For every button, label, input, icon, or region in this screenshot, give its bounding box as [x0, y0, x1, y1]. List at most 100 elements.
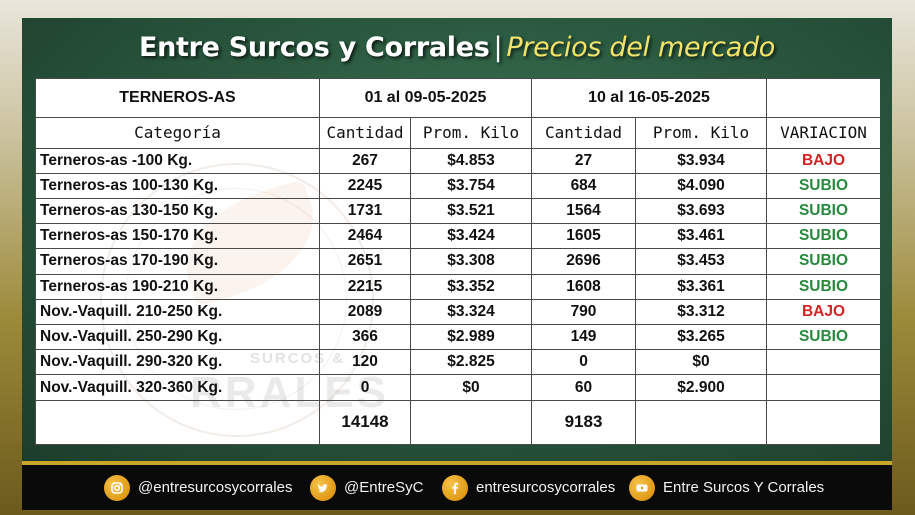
cell-cantidad-1: 2651 [319, 248, 411, 275]
section-label: TERNEROS-AS [35, 78, 320, 119]
page-title: Entre Surcos y Corrales | Precios del merc… [22, 32, 892, 63]
youtube-link[interactable]: Entre Surcos Y Corrales [629, 465, 824, 510]
cell-categoria: Terneros-as 130-150 Kg. [35, 197, 320, 225]
twitter-handle: @EntreSyC [344, 479, 424, 496]
cell-variacion: SUBIO [766, 248, 880, 275]
cell-prom-kilo-1: $3.521 [410, 197, 532, 225]
title-main: Entre Surcos y Corrales [138, 32, 490, 63]
cell-cantidad-2: 1608 [531, 273, 636, 300]
youtube-icon [629, 474, 655, 501]
cell-cantidad-1: 2464 [319, 223, 411, 250]
col-prom-kilo-2: Prom. Kilo [635, 117, 767, 149]
cell-categoria: Terneros-as 150-170 Kg. [35, 223, 320, 250]
twitter-icon [310, 474, 336, 501]
instagram-handle: @entresurcosycorrales [138, 479, 293, 496]
price-table-panel: SURCOS & RRALES TERNEROS-AS 01 al 09-05-… [35, 78, 880, 445]
facebook-handle: entresurcosycorrales [476, 479, 616, 496]
cell-prom-kilo-2: $3.934 [635, 147, 767, 174]
period-1-header: 01 al 09-05-2025 [319, 78, 532, 119]
column-header-row: Categoría Cantidad Prom. Kilo Cantidad P… [35, 117, 880, 149]
total-cantidad-1: 14148 [319, 399, 411, 445]
table-row: Terneros-as -100 Kg. 267 $4.853 27 $3.934 BAJ… [35, 147, 880, 174]
twitter-link[interactable]: @EntreSyC [310, 465, 423, 510]
cell-prom-kilo-1: $2.825 [410, 349, 532, 376]
table-row: Terneros-as 100-130 Kg. 2245 $3.754 684 $4.0… [35, 172, 880, 199]
cell-variacion: BAJO [766, 298, 880, 325]
table-row: Terneros-as 150-170 Kg. 2464 $3.424 1605 $3.… [35, 223, 880, 250]
instagram-link[interactable]: @entresurcosycorrales [104, 465, 292, 510]
cell-prom-kilo-2: $2.900 [635, 374, 767, 401]
cell-prom-kilo-1: $3.424 [410, 223, 532, 250]
period-2-header: 10 al 16-05-2025 [531, 78, 767, 119]
cell-cantidad-1: 366 [319, 323, 411, 351]
table-row: Nov.-Vaquill. 210-250 Kg. 2089 $3.324 790 $3… [35, 298, 880, 325]
total-empty-2 [635, 399, 767, 445]
cell-prom-kilo-1: $3.308 [410, 248, 532, 275]
cell-categoria: Terneros-as 190-210 Kg. [35, 273, 320, 300]
table-row: Nov.-Vaquill. 290-320 Kg. 120 $2.825 0 $0 [35, 349, 880, 376]
table-row: Terneros-as 130-150 Kg. 1731 $3.521 1564 $3.… [35, 197, 880, 225]
col-cantidad-2: Cantidad [531, 117, 636, 149]
cell-cantidad-1: 2089 [319, 298, 411, 325]
cell-prom-kilo-2: $3.453 [635, 248, 767, 275]
col-cantidad-1: Cantidad [319, 117, 411, 149]
gold-divider [22, 461, 892, 465]
total-empty-1 [410, 399, 532, 445]
cell-variacion: SUBIO [766, 223, 880, 250]
cell-cantidad-2: 684 [531, 172, 636, 199]
cell-cantidad-2: 2696 [531, 248, 636, 275]
cell-cantidad-2: 1605 [531, 223, 636, 250]
table-row: Terneros-as 170-190 Kg. 2651 $3.308 2696 $3.… [35, 248, 880, 275]
totals-row: 14148 9183 [35, 399, 880, 445]
cell-variacion: SUBIO [766, 273, 880, 300]
cell-variacion [766, 349, 880, 376]
cell-cantidad-2: 27 [531, 147, 636, 174]
cell-prom-kilo-2: $3.265 [635, 323, 767, 351]
cell-prom-kilo-2: $0 [635, 349, 767, 376]
col-prom-kilo-1: Prom. Kilo [410, 117, 532, 149]
cell-cantidad-2: 0 [531, 349, 636, 376]
facebook-link[interactable]: entresurcosycorrales [442, 465, 615, 510]
facebook-icon [442, 474, 468, 501]
cell-prom-kilo-2: $4.090 [635, 172, 767, 199]
cell-categoria: Nov.-Vaquill. 320-360 Kg. [35, 374, 320, 401]
table-header-row: TERNEROS-AS 01 al 09-05-2025 10 al 16-05… [35, 78, 880, 119]
cell-prom-kilo-1: $3.352 [410, 273, 532, 300]
cell-prom-kilo-1: $2.989 [410, 323, 532, 351]
cell-cantidad-1: 120 [319, 349, 411, 376]
cell-cantidad-1: 2245 [319, 172, 411, 199]
cell-prom-kilo-2: $3.312 [635, 298, 767, 325]
cell-cantidad-1: 2215 [319, 273, 411, 300]
col-variacion: VARIACION [766, 117, 880, 149]
cell-prom-kilo-2: $3.461 [635, 223, 767, 250]
cell-prom-kilo-1: $3.324 [410, 298, 532, 325]
youtube-channel: Entre Surcos Y Corrales [663, 479, 825, 496]
cell-categoria: Nov.-Vaquill. 290-320 Kg. [35, 349, 320, 376]
cell-categoria: Terneros-as -100 Kg. [35, 147, 320, 174]
title-subtitle: Precios del mercado [506, 32, 776, 63]
cell-categoria: Terneros-as 170-190 Kg. [35, 248, 320, 275]
total-empty-3 [766, 399, 880, 445]
instagram-icon [104, 474, 130, 501]
cell-prom-kilo-1: $4.853 [410, 147, 532, 174]
cell-cantidad-1: 0 [319, 374, 411, 401]
table-row: Terneros-as 190-210 Kg. 2215 $3.352 1608 $3.… [35, 273, 880, 300]
cell-cantidad-1: 1731 [319, 197, 411, 225]
title-separator: | [493, 32, 503, 63]
totals-label-cell [35, 399, 320, 445]
cell-prom-kilo-1: $0 [410, 374, 532, 401]
cell-cantidad-2: 149 [531, 323, 636, 351]
price-table: TERNEROS-AS 01 al 09-05-2025 10 al 16-05… [35, 78, 880, 445]
cell-prom-kilo-2: $3.693 [635, 197, 767, 225]
cell-cantidad-1: 267 [319, 147, 411, 174]
cell-cantidad-2: 1564 [531, 197, 636, 225]
total-cantidad-2: 9183 [531, 399, 636, 445]
cell-categoria: Nov.-Vaquill. 210-250 Kg. [35, 298, 320, 325]
cell-cantidad-2: 60 [531, 374, 636, 401]
table-row: Nov.-Vaquill. 320-360 Kg. 0 $0 60 $2.900 [35, 374, 880, 401]
cell-prom-kilo-2: $3.361 [635, 273, 767, 300]
cell-variacion: SUBIO [766, 172, 880, 199]
main-frame: Entre Surcos y Corrales | Precios del merc… [22, 18, 892, 461]
table-row: Nov.-Vaquill. 250-290 Kg. 366 $2.989 149 $3.… [35, 323, 880, 351]
cell-variacion: BAJO [766, 147, 880, 174]
